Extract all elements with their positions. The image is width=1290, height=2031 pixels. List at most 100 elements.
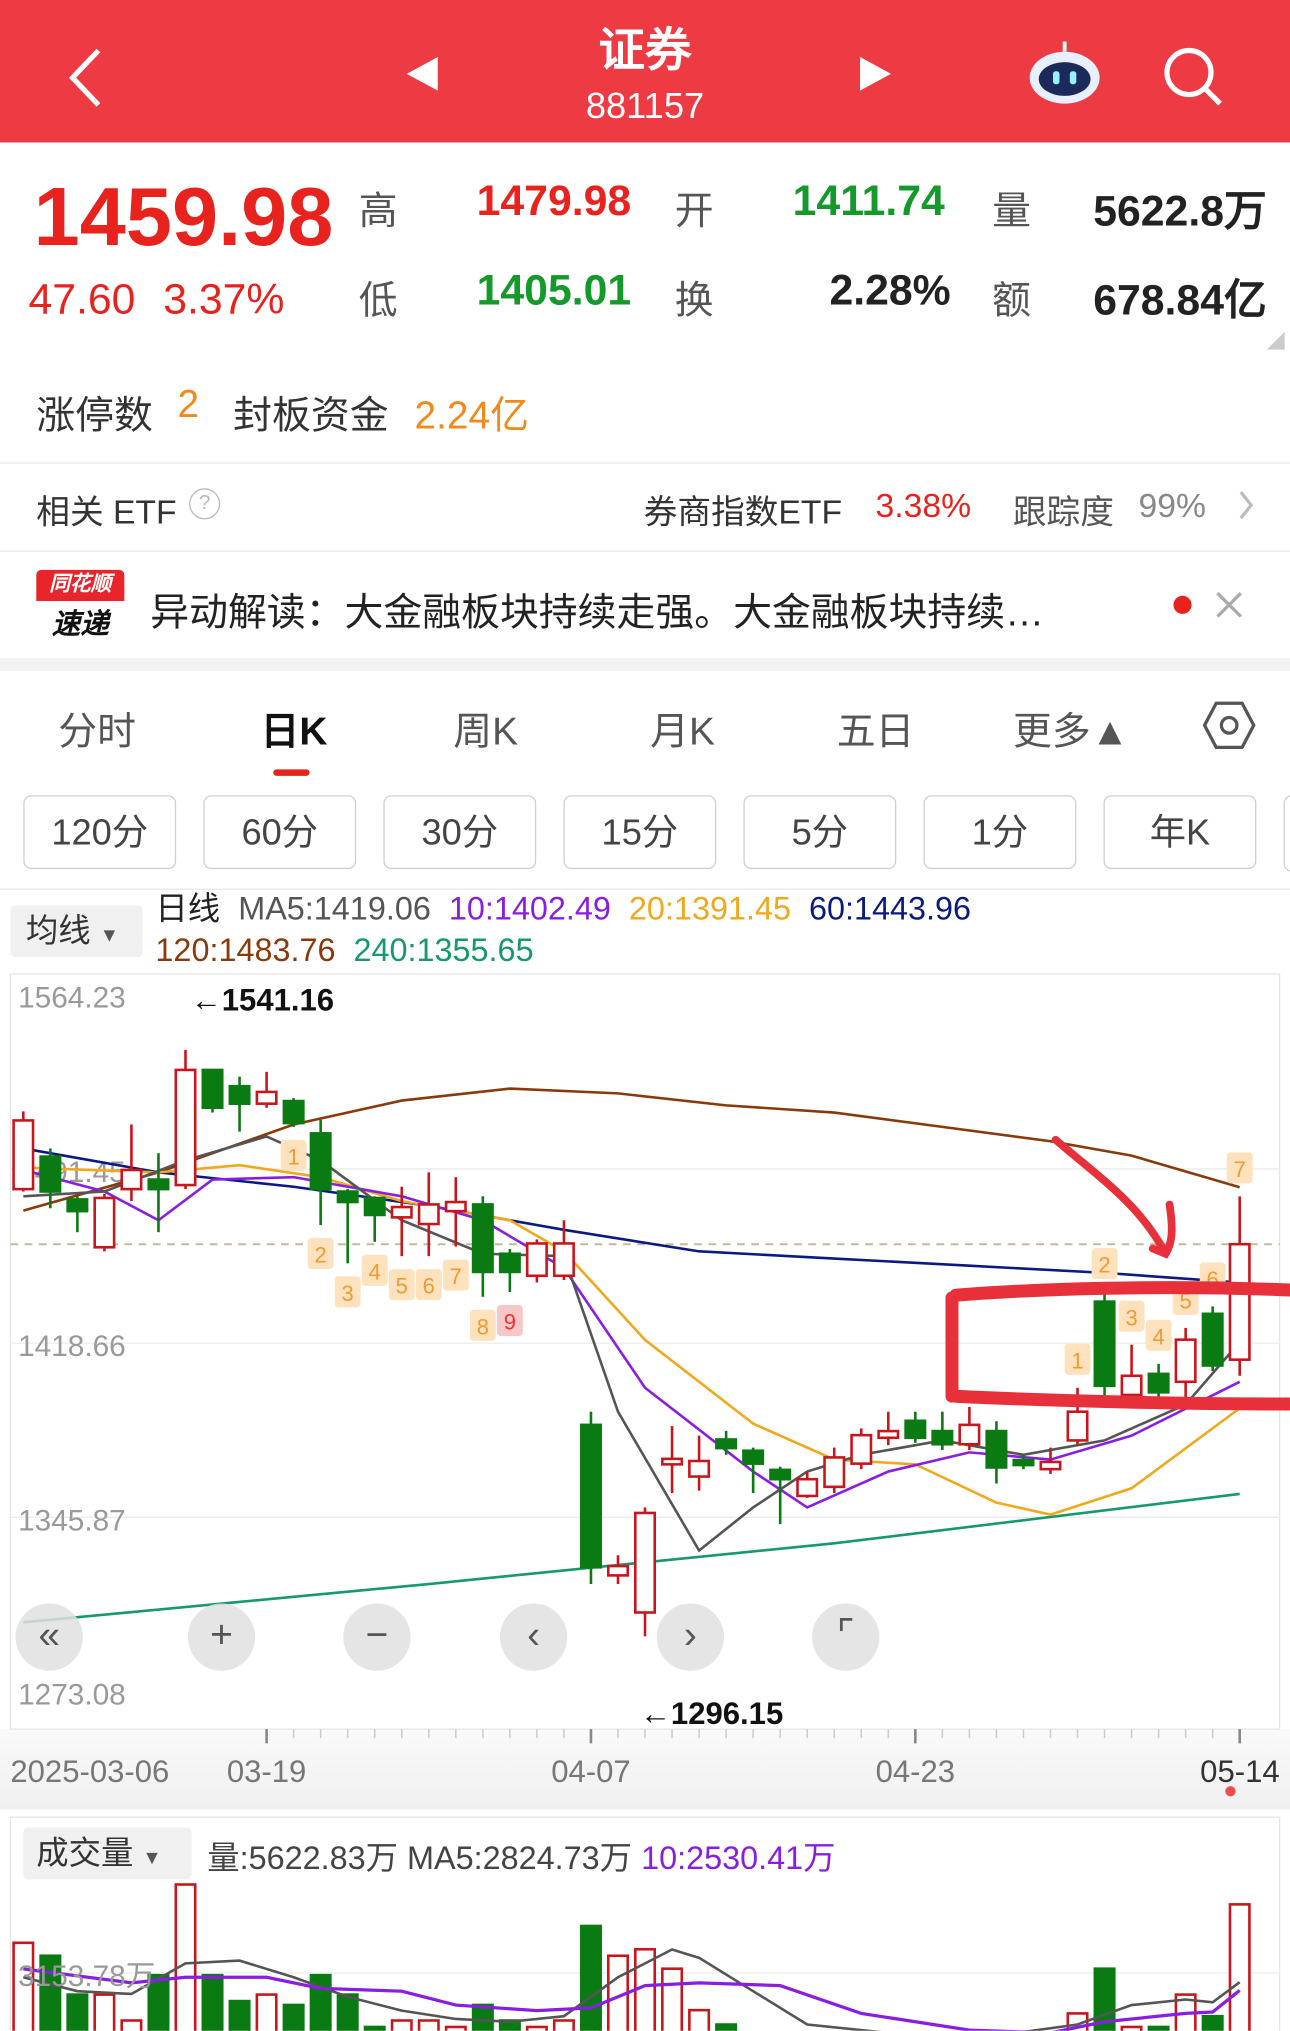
period-button[interactable]: 5分 — [743, 795, 897, 870]
ma-selector-label: 均线 — [25, 913, 91, 950]
td-mark-badge — [280, 1139, 307, 1171]
tab-5[interactable]: 更多▲ — [1013, 711, 1130, 754]
volume-frame — [9, 1816, 1281, 2031]
chevron-right-icon[interactable] — [1237, 490, 1255, 521]
scroll-right-button[interactable]: › — [656, 1603, 725, 1671]
scroll-to-start-button[interactable]: « — [15, 1603, 83, 1671]
volume-bar — [634, 1947, 657, 2031]
period-button[interactable]: 60分 — [203, 795, 357, 870]
tab-1[interactable]: 日K — [260, 711, 328, 754]
candle-body — [39, 1155, 62, 1193]
etf-change-pct: 3.38% — [875, 485, 972, 525]
volume-bar — [661, 1967, 684, 2031]
divider — [0, 462, 1290, 464]
etf-name[interactable]: 券商指数ETF — [643, 492, 843, 532]
candle-body — [1066, 1410, 1089, 1442]
zoom-out-button[interactable]: − — [343, 1603, 411, 1671]
candle-body — [93, 1196, 116, 1249]
candle — [661, 1426, 684, 1494]
candle — [12, 1111, 35, 1192]
volume-ma10: 10:2530.41万 — [641, 1840, 836, 1877]
news-ticker-text[interactable]: 异动解读：大金融板块持续走强。大金融板块持续… — [150, 591, 1044, 635]
fullscreen-button[interactable]: ⌜ — [812, 1603, 880, 1671]
page-title: 证券 — [598, 23, 692, 77]
question-circle-icon[interactable]: ? — [189, 488, 221, 520]
td-mark-number: 2 — [1098, 1253, 1110, 1278]
candle-body — [120, 1168, 143, 1191]
candle — [1174, 1327, 1197, 1398]
zoom-in-button[interactable]: + — [187, 1603, 256, 1671]
etf-label: 相关 ETF — [36, 492, 177, 532]
candle — [1012, 1454, 1035, 1470]
candle — [985, 1421, 1008, 1484]
tab-3[interactable]: 月K — [650, 711, 715, 754]
candle — [363, 1196, 386, 1242]
ma-legend-title: 日线 — [155, 891, 221, 928]
triangle-left-icon[interactable] — [402, 54, 441, 93]
chevron-left-icon[interactable] — [62, 45, 106, 110]
top-bar: 证券 881157 — [0, 0, 1290, 143]
volume-bar — [228, 1999, 251, 2031]
volume-label: 量 — [992, 190, 1031, 234]
candle — [769, 1466, 792, 1525]
candle-body — [958, 1423, 981, 1446]
tab-4[interactable]: 五日 — [836, 711, 915, 754]
amount-label: 额 — [992, 279, 1031, 323]
candle-body — [1174, 1338, 1197, 1384]
volume-current: 量:5622.83万 — [207, 1840, 399, 1877]
last-price: 1459.98 — [33, 169, 334, 263]
candle — [228, 1076, 251, 1132]
search-icon[interactable] — [1160, 44, 1225, 109]
turnover-value: 2.28% — [829, 265, 951, 314]
period-button[interactable]: 1分 — [923, 795, 1077, 870]
td-mark-number: 7 — [1234, 1157, 1246, 1182]
candle-body — [255, 1090, 278, 1105]
seal-fund-value: 2.24亿 — [414, 395, 529, 438]
robot-assistant-icon[interactable] — [1026, 36, 1104, 109]
scroll-left-button[interactable]: ‹ — [499, 1603, 568, 1671]
volume-value: 5622.8万 — [1093, 186, 1267, 235]
limit-up-count: 2 — [177, 383, 200, 427]
settings-hexagon-icon[interactable] — [1202, 699, 1256, 751]
candle-body — [417, 1203, 440, 1226]
candle-body — [201, 1068, 224, 1110]
candle-body — [336, 1190, 359, 1204]
volume-indicator-dropdown[interactable]: 成交量 ▼ — [23, 1827, 192, 1880]
ma10-value: 10:1402.49 — [448, 891, 611, 928]
stock-code: 881157 — [585, 85, 705, 126]
period-button[interactable]: 30分 — [383, 795, 537, 870]
volume-bar — [525, 2025, 548, 2031]
candle — [579, 1411, 602, 1585]
candle-body — [147, 1178, 170, 1191]
td-mark-badge — [1091, 1248, 1118, 1280]
volume-ma10-line — [23, 1967, 1241, 2031]
td-mark-badge — [388, 1269, 415, 1301]
section-gap — [0, 657, 1290, 671]
period-button[interactable]: 120分 — [23, 795, 177, 870]
open-value: 1411.74 — [792, 176, 945, 225]
candle — [634, 1507, 657, 1637]
tab-0[interactable]: 分时 — [58, 711, 136, 754]
candle — [201, 1068, 224, 1113]
candle — [1093, 1292, 1116, 1400]
volume-bar — [336, 1993, 359, 2031]
volume-bar — [1228, 1903, 1251, 2031]
period-button[interactable]: 15分 — [563, 795, 717, 870]
candle — [93, 1193, 116, 1252]
volume-bar — [174, 1883, 197, 2031]
candle-body — [1093, 1300, 1116, 1388]
period-button[interactable]: 年K — [1103, 795, 1257, 870]
expand-corner-icon[interactable] — [1266, 331, 1285, 350]
candle-body — [1120, 1374, 1143, 1397]
ma240-line — [23, 1492, 1240, 1624]
close-icon[interactable] — [1215, 591, 1243, 619]
candle-body — [363, 1196, 386, 1217]
volume-ma5: MA5:2824.73万 — [407, 1840, 633, 1877]
tab-2[interactable]: 周K — [453, 711, 519, 754]
ma-selector-dropdown[interactable]: 均线 ▼ — [10, 905, 143, 958]
candle-body — [715, 1438, 738, 1450]
x-tick-label: 2025-03-06 — [10, 1754, 169, 1789]
volume-bar — [552, 2019, 575, 2031]
triangle-right-icon[interactable] — [857, 54, 896, 93]
